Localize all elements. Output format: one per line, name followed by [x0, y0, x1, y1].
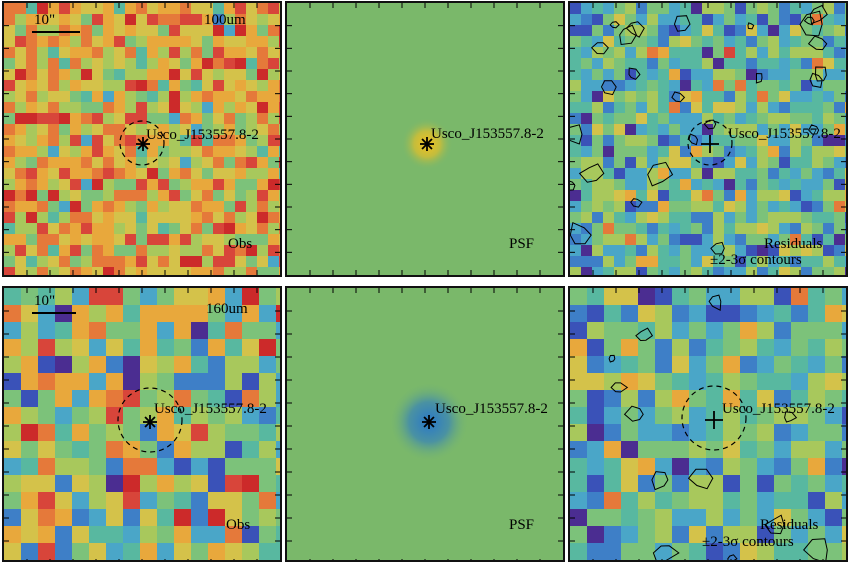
aperture-circle [687, 120, 733, 166]
axis-ticks [4, 3, 280, 275]
plus-marker [701, 135, 719, 153]
band-label: 100um [204, 12, 246, 28]
scale-bar [32, 312, 76, 314]
panel-label: Residuals [764, 236, 823, 252]
panel-label: PSF [509, 517, 535, 533]
panel-160um-observed: 10" 160um Usco_J153557.8-2 Obs [2, 286, 282, 562]
psf-100um [287, 3, 563, 275]
axis-ticks [4, 288, 280, 560]
panel-label: Obs [228, 236, 253, 252]
scale-bar [32, 31, 80, 33]
asterisk-marker [422, 415, 436, 429]
plus-marker [705, 411, 723, 429]
psf-160um [287, 288, 563, 560]
heatmap-100um-residual [570, 3, 846, 275]
axis-ticks [570, 3, 846, 275]
contour-label: ±2-3σ contours [702, 534, 794, 550]
source-label: Usco_J153557.8-2 [722, 401, 835, 417]
panel-160um-residual: Usco_J153557.8-2 Residuals ±2-3σ contour… [568, 286, 848, 562]
contour-label: ±2-3σ contours [710, 252, 802, 268]
heatmap-160um-residual [570, 288, 846, 560]
contours [570, 4, 828, 255]
source-label: Usco_J153557.8-2 [435, 401, 548, 417]
band-label: 160um [206, 301, 248, 317]
panel-label: Residuals [760, 517, 819, 533]
axis-ticks [287, 3, 563, 275]
heatmap-100um-observed [4, 3, 280, 275]
axis-ticks [287, 288, 563, 560]
pixel-grid [4, 288, 280, 560]
panel-label: PSF [509, 236, 535, 252]
asterisk-marker [136, 137, 150, 151]
contours [608, 294, 828, 560]
aperture-circle [117, 387, 183, 453]
asterisk-marker [420, 137, 434, 151]
panel-100um-residual: Usco_J153557.8-2 Residuals ±2-3σ contour… [568, 1, 848, 277]
source-label: Usco_J153557.8-2 [146, 127, 259, 143]
scale-bar-label: 10" [34, 12, 56, 28]
panel-100um-psf: Usco_J153557.8-2 PSF [285, 1, 565, 277]
pixel-grid [570, 288, 846, 560]
panel-100um-observed: 10" 100um Usco_J153557.8-2 Obs [2, 1, 282, 277]
heatmap-160um-observed [4, 288, 280, 560]
source-label: Usco_J153557.8-2 [431, 126, 544, 142]
aperture-circle [119, 120, 165, 166]
pixel-grid [4, 3, 280, 275]
panel-label: Obs [226, 517, 251, 533]
scale-bar-label: 10" [34, 293, 56, 309]
panel-160um-psf: Usco_J153557.8-2 PSF [285, 286, 565, 562]
asterisk-marker [143, 415, 157, 429]
source-label: Usco_J153557.8-2 [154, 401, 267, 417]
source-label: Usco_J153557.8-2 [728, 126, 841, 142]
aperture-circle [681, 385, 747, 451]
pixel-grid [570, 3, 846, 275]
axis-ticks [570, 288, 846, 560]
